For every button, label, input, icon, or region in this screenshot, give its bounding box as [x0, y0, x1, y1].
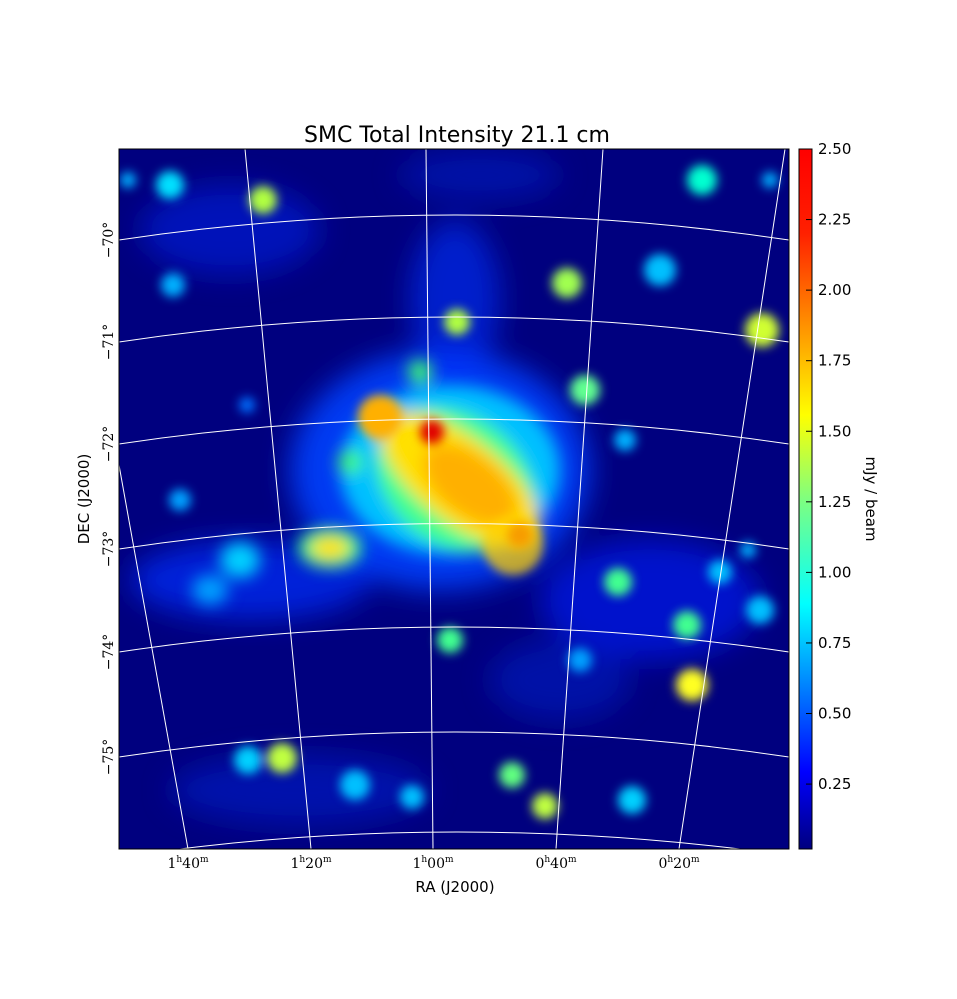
ra-tick-1h00: 1h00m — [412, 855, 454, 872]
coordinate-grid — [119, 149, 789, 849]
ra-grid-1h00 — [425, 149, 434, 849]
source-29 — [740, 542, 756, 558]
emission-east-low — [540, 540, 760, 660]
source-28 — [239, 397, 255, 413]
colorbar-tick-label: 1.50 — [818, 422, 851, 440]
ra-grid-1h20 — [244, 149, 312, 849]
source-20 — [267, 743, 297, 773]
source-31 — [420, 420, 444, 444]
emission-bar-orange — [422, 443, 518, 527]
source-13 — [673, 611, 701, 639]
colorbar-tick-label: 0.75 — [818, 634, 851, 652]
source-14 — [746, 596, 774, 624]
source-5 — [552, 268, 582, 298]
source-7 — [644, 254, 676, 286]
dec-tick-72: −72° — [101, 426, 117, 463]
colorbar-tick-label: 2.50 — [818, 140, 851, 158]
source-26 — [762, 172, 778, 188]
emission-north-top — [400, 150, 560, 200]
colorbar-tick-label: 1.00 — [818, 563, 851, 581]
source-16 — [437, 627, 463, 653]
dec-grid-71 — [119, 316, 789, 343]
dec-tick-71: −71° — [101, 324, 117, 361]
dec-grid-70 — [119, 214, 789, 241]
ra-grid-0h20 — [678, 149, 786, 849]
source-21 — [340, 770, 370, 800]
source-4 — [444, 309, 470, 335]
colorbar-tick-label: 2.00 — [818, 281, 851, 299]
dec-grid-72 — [119, 418, 789, 445]
source-12 — [604, 568, 632, 596]
dec-tick-73: −73° — [101, 531, 117, 568]
x-axis-label: RA (J2000) — [415, 878, 494, 896]
dec-grid-74 — [119, 626, 789, 653]
source-18 — [676, 669, 708, 701]
emission-point-sources — [120, 165, 779, 819]
source-6 — [687, 165, 717, 195]
ra-tick-labels: 1h40m 1h20m 1h00m 0h40m 0h20m — [167, 855, 700, 872]
source-1 — [156, 171, 184, 199]
dec-grid-76 — [179, 831, 741, 849]
source-15 — [708, 560, 732, 584]
plot-frame — [118, 148, 790, 850]
ra-grid-1h40 — [119, 464, 189, 849]
colorbar-tick-label: 0.25 — [818, 775, 851, 793]
colorbar-tick-label: 1.75 — [818, 352, 851, 370]
source-27 — [120, 172, 136, 188]
colorbar-tick-label: 1.25 — [818, 493, 851, 511]
colorbar-tick-label: 0.50 — [818, 705, 851, 723]
colorbar-ticks: 0.25 0.50 0.75 1.00 1.25 1.50 1.75 2.00 2.25 2.50 — [806, 140, 851, 793]
ra-tick-0h20: 0h20m — [658, 855, 700, 872]
source-8 — [745, 313, 779, 347]
emission-south — [170, 755, 430, 825]
source-33 — [483, 515, 543, 575]
intensity-map — [119, 149, 789, 849]
colorbar: 0.25 0.50 0.75 1.00 1.25 1.50 1.75 2.00 2.25 2.50… — [798, 140, 880, 850]
dec-tick-labels: −70° −71° −72° −73° −74° −75° — [101, 222, 117, 776]
source-17 — [568, 648, 592, 672]
source-25 — [618, 786, 646, 814]
dec-tick-75: −75° — [101, 739, 117, 776]
source-23 — [499, 762, 525, 788]
ra-grid-0h40 — [555, 149, 604, 849]
source-3 — [161, 273, 185, 297]
emission-ne-spot — [338, 450, 362, 474]
source-19 — [234, 746, 262, 774]
ra-tick-1h40: 1h40m — [167, 855, 209, 872]
emission-northern-filament — [410, 220, 500, 380]
source-24 — [532, 793, 558, 819]
colorbar-tick-label: 2.25 — [818, 211, 851, 229]
ra-tick-1h20: 1h20m — [290, 855, 332, 872]
emission-wing-clump-core — [310, 536, 350, 560]
source-2 — [249, 186, 277, 214]
source-22 — [400, 785, 424, 809]
colorbar-gradient — [798, 148, 813, 850]
dec-tick-74: −74° — [101, 634, 117, 671]
dec-tick-70: −70° — [101, 222, 117, 259]
emission-ne-cloud — [140, 185, 320, 275]
source-30 — [358, 395, 402, 439]
emission-north-spot — [408, 360, 432, 384]
ra-tick-0h40: 0h40m — [535, 855, 577, 872]
dec-grid-73 — [119, 523, 789, 550]
emission-west-clump — [220, 542, 260, 578]
source-9 — [570, 375, 600, 405]
chart-title: SMC Total Intensity 21.1 cm — [304, 123, 610, 148]
source-11 — [169, 489, 191, 511]
source-10 — [614, 429, 636, 451]
emission-west-clump2 — [192, 575, 228, 605]
y-axis-label: DEC (J2000) — [75, 454, 93, 545]
emission-se — [490, 640, 630, 720]
colorbar-label: mJy / beam — [862, 456, 880, 541]
